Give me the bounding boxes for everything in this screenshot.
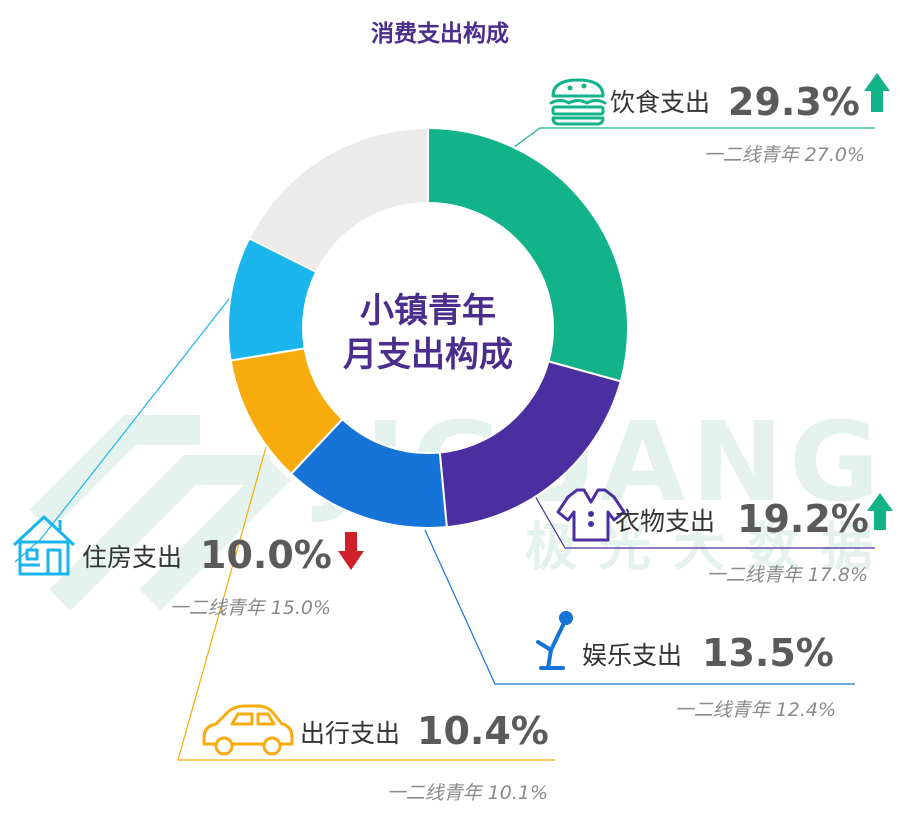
arrow-down-icon [338,532,364,570]
slice-label-transport-value: 10.4% [417,709,549,753]
car-icon [202,704,294,756]
slice-label-transport-compare: 一二线青年 10.1% [387,782,548,804]
slice-label-food-value: 29.3% [728,80,860,124]
compare-prefix: 一二线青年 [387,782,484,804]
slice-label-food-category: 饮食支出 [610,88,710,117]
leader-line-housing [14,284,241,563]
slice-label-entertainment-category: 娱乐支出 [582,641,682,670]
house-icon [12,515,76,576]
slice-label-entertainment-value: 13.5% [702,631,834,675]
slice-label-clothing: 衣物支出 19.2% 一二线青年 17.8% [556,488,893,586]
center-label-line1: 小镇青年 [360,291,496,331]
slice-label-entertainment: 娱乐支出 13.5% 一二线青年 12.4% [536,611,836,721]
arrow-up-icon [867,493,893,530]
slice-label-housing: 住房支出 10.0% 一二线青年 15.0% [12,515,364,619]
compare-prefix: 一二线青年 [707,564,804,586]
slice-label-entertainment-compare: 一二线青年 12.4% [675,699,836,721]
burger-icon [549,78,607,126]
pie-slice-food [427,126,629,383]
compare-prefix: 一二线青年 [675,699,772,721]
compare-value: 10.1% [488,782,548,804]
donut-chart [227,126,629,529]
compare-prefix: 一二线青年 [704,144,801,166]
arrow-up-icon [864,73,890,112]
watermark-logo-icon [29,415,291,611]
compare-value: 17.8% [808,564,868,586]
compare-value: 27.0% [805,144,865,166]
compare-value: 15.0% [271,597,331,619]
slice-label-clothing-compare: 一二线青年 17.8% [707,564,868,586]
leader-line-transport [177,439,555,761]
slice-label-transport-category: 出行支出 [300,719,400,748]
slice-label-housing-compare: 一二线青年 15.0% [170,597,331,619]
compare-prefix: 一二线青年 [170,597,267,619]
pie-slice-other [247,126,429,274]
leader-line-entertainment [424,529,855,685]
slice-label-clothing-category: 衣物支出 [615,507,715,536]
slice-label-housing-category: 住房支出 [82,543,182,572]
leader-line-food [509,127,875,151]
compare-value: 12.4% [776,699,836,721]
chart-title: 消费支出构成 [371,20,509,47]
slice-label-food: 饮食支出 29.3% 一二线青年 27.0% [549,73,890,166]
microphone-icon [536,611,573,670]
center-label-line2: 月支出构成 [343,335,513,375]
shirt-icon [556,488,626,542]
slice-label-food-compare: 一二线青年 27.0% [704,144,865,166]
slice-label-clothing-value: 19.2% [737,497,869,541]
slice-label-transport: 出行支出 10.4% 一二线青年 10.1% [202,704,549,804]
slice-label-housing-value: 10.0% [200,533,332,577]
